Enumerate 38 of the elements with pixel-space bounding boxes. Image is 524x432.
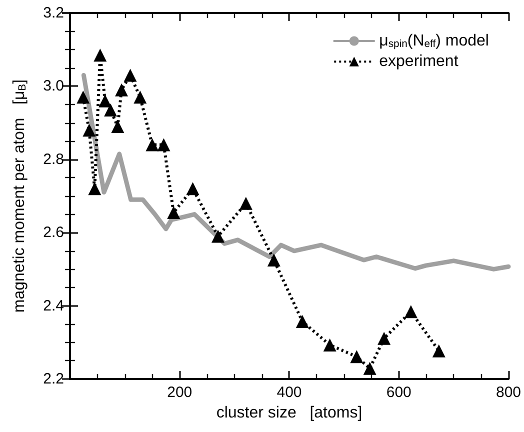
y-tick-label: 3.0 bbox=[43, 78, 64, 95]
point bbox=[350, 350, 364, 364]
point bbox=[124, 68, 137, 82]
point bbox=[267, 254, 280, 267]
point bbox=[111, 120, 124, 133]
y-tick-label: 3.2 bbox=[43, 4, 64, 22]
point bbox=[378, 332, 391, 345]
x-axis-title: cluster size [atoms] bbox=[216, 404, 362, 422]
point bbox=[363, 362, 376, 375]
point bbox=[296, 315, 309, 328]
point bbox=[98, 94, 112, 108]
point bbox=[88, 182, 102, 196]
point bbox=[104, 103, 118, 116]
line-series bbox=[81, 72, 511, 272]
y-tick-label: 2.4 bbox=[43, 297, 64, 314]
point bbox=[323, 338, 336, 352]
y-tick-label: 2.2 bbox=[43, 370, 64, 388]
point bbox=[432, 344, 446, 358]
point bbox=[82, 124, 96, 137]
point bbox=[211, 230, 224, 243]
x-tick-label: 400 bbox=[276, 384, 302, 401]
point bbox=[94, 48, 107, 62]
point bbox=[239, 196, 252, 210]
x-tick-label: 600 bbox=[386, 384, 412, 401]
point bbox=[404, 305, 418, 318]
y-tick-label: 2.6 bbox=[43, 224, 64, 242]
point bbox=[76, 90, 90, 104]
point bbox=[167, 206, 180, 219]
x-tick-label: 800 bbox=[496, 384, 521, 401]
point bbox=[146, 138, 159, 152]
y-tick-label: 2.8 bbox=[43, 150, 64, 168]
point bbox=[134, 90, 147, 104]
legend-label: experiment bbox=[379, 53, 459, 70]
point bbox=[115, 83, 128, 96]
point bbox=[157, 138, 170, 152]
x-tick-label: 200 bbox=[167, 384, 192, 401]
y-axis-title: magnetic moment per atom [μB] bbox=[10, 79, 28, 313]
point bbox=[186, 182, 200, 196]
